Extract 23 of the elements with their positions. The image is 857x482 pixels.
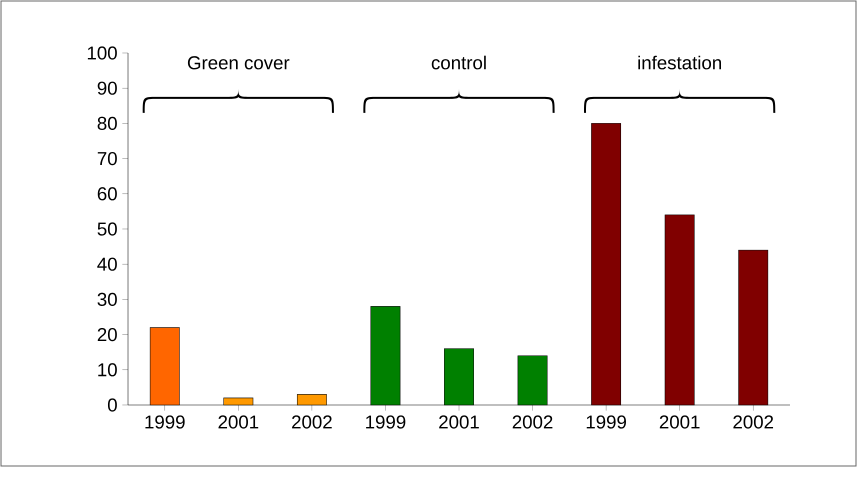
- y-tick-label: 70: [98, 152, 117, 166]
- y-tick-label: 60: [98, 187, 117, 200]
- annotation: infestation: [638, 56, 721, 70]
- annotation: control: [432, 56, 486, 70]
- x-tick-label: 1999: [145, 415, 185, 429]
- y-tick-label: 30: [98, 292, 117, 306]
- x-tick-label: 2002: [512, 415, 552, 429]
- x-tick-label: 2002: [292, 415, 332, 429]
- x-tick-label: 2002: [733, 415, 774, 429]
- y-tick-label: 0: [108, 398, 117, 412]
- annotation: Green cover: [188, 56, 290, 70]
- x-tick-label: 2001: [439, 415, 479, 429]
- x-tick-label: 2001: [660, 415, 700, 429]
- y-tick-label: 80: [98, 116, 117, 130]
- y-tick-label: 10: [98, 363, 117, 376]
- y-tick-label: 90: [98, 82, 117, 95]
- x-tick-label: 1999: [586, 415, 626, 429]
- y-tick-label: 50: [98, 222, 117, 236]
- x-tick-label: 2001: [218, 415, 258, 429]
- y-tick-label: 20: [98, 328, 117, 342]
- x-tick-label: 1999: [366, 415, 406, 429]
- y-tick-label: 100: [88, 46, 117, 60]
- y-tick-label: 40: [97, 258, 117, 271]
